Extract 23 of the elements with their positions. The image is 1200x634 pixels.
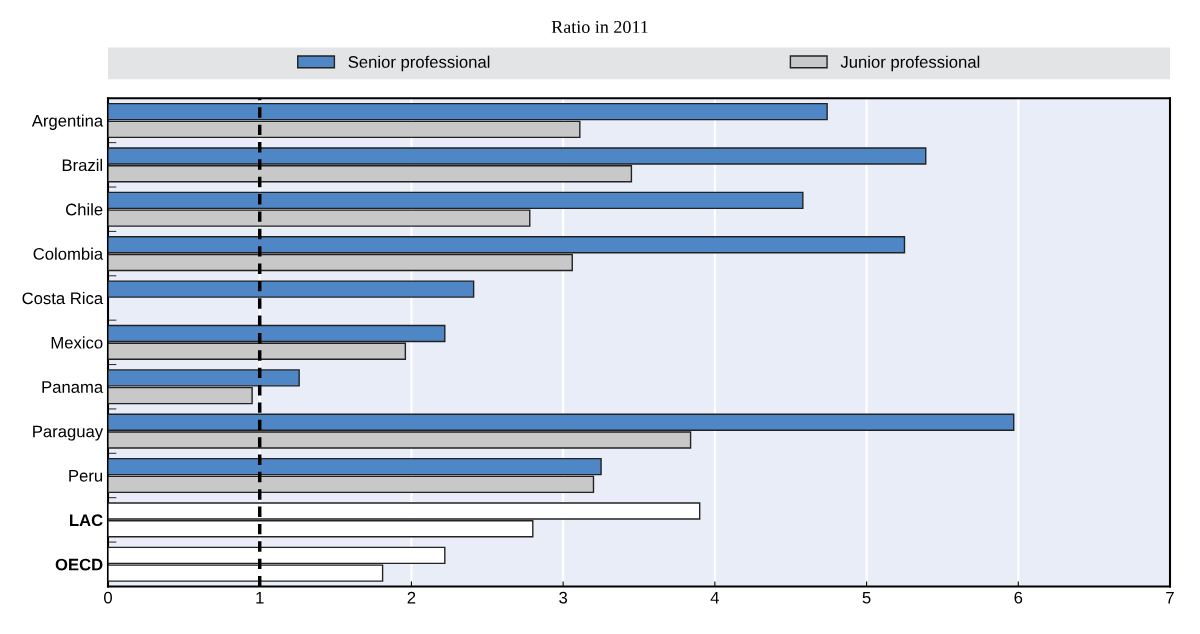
y-tick-label: Peru	[69, 470, 103, 482]
y-tick-label: LAC	[70, 514, 103, 527]
x-tick-label: 1	[256, 591, 264, 604]
bar	[108, 280, 475, 298]
x-tick-label: 7	[1166, 591, 1174, 604]
y-tick-label: Paraguay	[33, 425, 104, 441]
x-tick-label: 6	[1014, 591, 1023, 604]
y-tick-label: Chile	[66, 203, 103, 216]
x-tick-label: 0	[104, 591, 112, 604]
y-tick-label: Colombia	[33, 247, 104, 260]
y-tick-label: Mexico	[51, 336, 103, 349]
legend-label: Junior professional	[840, 55, 980, 72]
x-tick-label: 3	[559, 591, 568, 604]
x-tick-label: 2	[407, 591, 416, 604]
y-tick-label: Panama	[42, 381, 104, 393]
y-tick-label: Brazil	[62, 158, 103, 172]
y-tick-label: Argentina	[31, 114, 104, 130]
y-tick-label: OECD	[55, 558, 103, 571]
x-tick-label: 5	[862, 591, 871, 604]
y-tick-label: Costa Rica	[22, 291, 104, 305]
chart-subtitle: Ratio in 2011	[551, 20, 648, 34]
x-tick-label: 4	[710, 591, 719, 604]
legend-label: Senior professional	[348, 55, 490, 72]
